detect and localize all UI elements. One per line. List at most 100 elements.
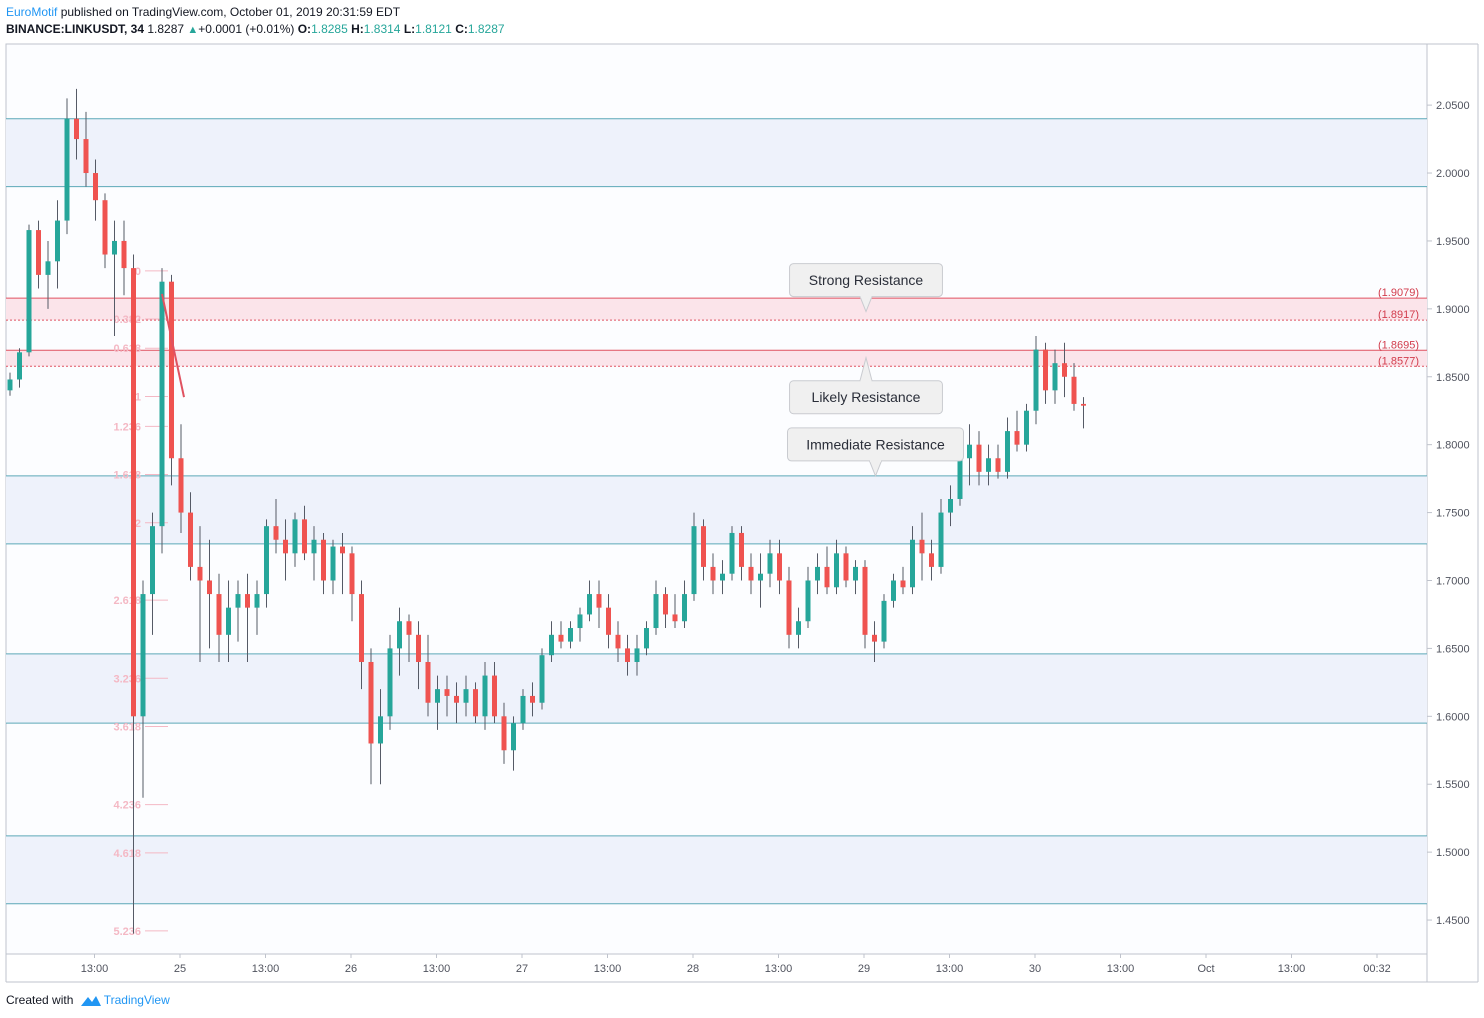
candle-down[interactable] [672,614,678,622]
candle-down[interactable] [1014,431,1020,445]
candle-up[interactable] [311,539,317,554]
candle-down[interactable] [245,594,250,608]
price-chart[interactable]: (1.9079) (1.8917) (1.8695) (1.8577) 0 0.382 0.… [0,0,1484,990]
candle-down[interactable] [131,268,136,717]
candle-up[interactable] [7,379,13,391]
candle-up[interactable] [986,458,991,472]
candle-down[interactable] [121,240,127,269]
candle-up[interactable] [853,566,858,581]
candle-up[interactable] [140,594,146,717]
candle-up[interactable] [17,352,22,380]
candle-up[interactable] [235,594,241,608]
candle-down[interactable] [615,634,621,649]
candle-down[interactable] [558,634,564,642]
candle-down[interactable] [93,173,98,201]
candle-down[interactable] [349,553,355,595]
candle-down[interactable] [197,566,203,581]
candle-down[interactable] [976,444,982,472]
candle-down[interactable] [710,566,716,581]
candle-up[interactable] [644,628,649,649]
candle-up[interactable] [378,716,383,744]
candle-up[interactable] [653,594,659,629]
candle-down[interactable] [492,675,497,717]
candle-down[interactable] [596,594,602,608]
candle-up[interactable] [539,655,545,703]
candle-down[interactable] [824,566,830,588]
candle-up[interactable] [1052,363,1058,391]
candle-down[interactable] [748,566,754,581]
candle-up[interactable] [435,689,440,703]
candle-down[interactable] [777,553,782,581]
candle-up[interactable] [45,261,51,275]
author-link[interactable]: EuroMotif [6,5,58,19]
candle-up[interactable] [691,526,697,595]
candle-up[interactable] [568,628,573,642]
candle-down[interactable] [406,621,412,635]
candle-up[interactable] [292,519,298,554]
candle-down[interactable] [862,566,868,635]
candle-up[interactable] [587,594,592,615]
candle-up[interactable] [1033,349,1039,411]
candle-down[interactable] [207,580,212,595]
candle-up[interactable] [729,532,735,574]
candle-down[interactable] [178,458,184,513]
candle-down[interactable] [283,539,288,554]
candle-up[interactable] [796,621,801,635]
candle-down[interactable] [74,118,79,140]
candle-up[interactable] [881,600,887,642]
symbol-label[interactable]: BINANCE:LINKUSDT, 34 [6,22,145,36]
candle-up[interactable] [112,240,117,255]
candle-down[interactable] [1062,363,1067,377]
candle-up[interactable] [1005,431,1010,472]
candle-down[interactable] [188,512,193,567]
candle-down[interactable] [36,230,41,275]
candle-up[interactable] [758,573,763,581]
candle-down[interactable] [340,546,345,554]
tradingview-brand-link[interactable]: TradingView [103,993,170,1007]
candle-up[interactable] [254,594,260,608]
candle-up[interactable] [463,689,469,703]
candle-up[interactable] [387,648,393,717]
candle-down[interactable] [739,532,744,567]
candle-down[interactable] [530,695,535,703]
candle-down[interactable] [1043,349,1048,391]
candle-up[interactable] [834,553,839,588]
candle-up[interactable] [815,566,820,581]
candle-up[interactable] [26,230,32,353]
candle-down[interactable] [701,526,706,567]
candle-down[interactable] [321,539,326,581]
candle-up[interactable] [330,546,336,581]
candle-up[interactable] [397,621,402,649]
candle-up[interactable] [549,634,554,656]
trend-line[interactable] [161,293,185,398]
candle-down[interactable] [625,648,630,662]
candle-down[interactable] [929,553,934,567]
candle-down[interactable] [102,200,108,255]
candle-up[interactable] [682,594,687,622]
candle-down[interactable] [872,634,877,642]
candle-down[interactable] [444,689,450,696]
candle-down[interactable] [454,695,459,703]
candle-down[interactable] [473,689,478,717]
candle-down[interactable] [83,139,89,174]
candle-up[interactable] [634,648,640,662]
candle-up[interactable] [159,281,165,527]
candle-down[interactable] [995,458,1001,472]
candle-down[interactable] [606,607,611,635]
candle-down[interactable] [425,661,431,703]
candle-up[interactable] [264,526,269,595]
candle-up[interactable] [482,675,488,717]
candle-down[interactable] [1071,376,1077,404]
candle-down[interactable] [359,594,364,662]
candle-up[interactable] [511,723,516,751]
candle-down[interactable] [919,539,925,554]
candle-up[interactable] [577,614,583,629]
candle-up[interactable] [1024,410,1029,445]
candle-up[interactable] [767,553,773,574]
candle-down[interactable] [843,553,849,581]
candle-up[interactable] [720,573,725,581]
candle-down[interactable] [416,634,421,662]
candle-down[interactable] [302,519,307,554]
candle-up[interactable] [226,607,231,635]
candle-down[interactable] [216,594,222,635]
